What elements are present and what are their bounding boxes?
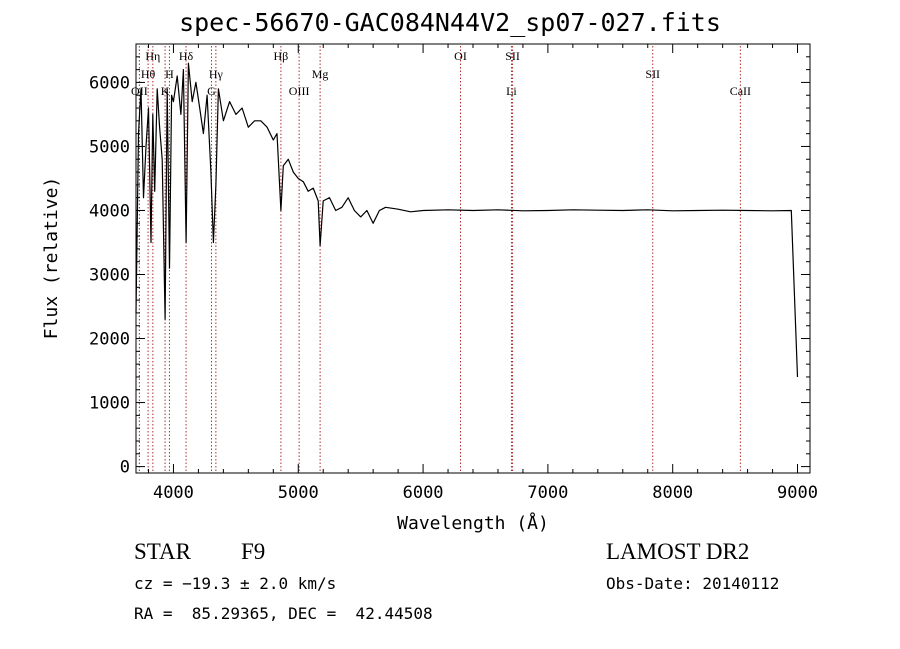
object-subclass: F9 [241,539,266,564]
spectral-line-label: Hη [145,49,160,63]
spectral-line-label: CaII [730,84,751,98]
x-tick-label: 7000 [527,483,568,503]
spectral-line-label: OII [131,84,148,98]
y-tick-label: 3000 [89,266,130,286]
observation-date: Obs-Date: 20140112 [606,574,780,593]
y-axis-ticks: 0 1000 2000 3000 4000 5000 6000 [89,56,810,478]
x-tick-label: 5000 [278,483,319,503]
survey-name: LAMOST DR2 [606,539,750,564]
plot-frame [135,43,811,474]
x-tick-label: 8000 [652,483,693,503]
x-tick-label: 9000 [777,483,818,503]
object-class: STAR [134,539,191,564]
y-tick-label: 1000 [89,394,130,414]
spectrum-series [135,62,799,378]
x-axis-label: Wavelength (Å) [397,512,549,534]
spectral-line-label: SII [505,49,520,63]
spectral-line-label: OIII [289,84,310,98]
x-tick-label: 4000 [153,483,194,503]
y-tick-label: 6000 [89,73,130,93]
y-tick-label: 0 [120,458,130,478]
spectral-line-label: H [165,67,174,81]
spectral-line-label: G [207,84,216,98]
y-axis-label: Flux (relative) [41,177,62,340]
spectral-line-label: Hδ [179,49,194,63]
spectral-line-label: Hβ [274,49,289,63]
spectral-line-label: Hθ [141,67,156,81]
y-tick-label: 4000 [89,201,130,221]
spectral-line-label: Hγ [209,67,224,81]
y-tick-label: 2000 [89,330,130,350]
chart-title: spec-56670-GAC084N44V2_sp07-027.fits [179,8,721,37]
x-tick-label: 6000 [403,483,444,503]
spectrum-line [135,62,799,378]
y-tick-label: 5000 [89,137,130,157]
spectral-line-label: OI [454,49,467,63]
coordinates: RA = 85.29365, DEC = 42.44508 [134,604,433,623]
redshift-velocity: cz = −19.3 ± 2.0 km/s [134,574,337,593]
spectral-line-label: Li [506,84,517,98]
spectral-line-label: Mg [312,67,329,81]
spectral-line-label: SII [645,67,660,81]
spectral-line-label: K [161,84,170,98]
x-axis-ticks: 4000 5000 6000 7000 8000 9000 [147,44,818,503]
